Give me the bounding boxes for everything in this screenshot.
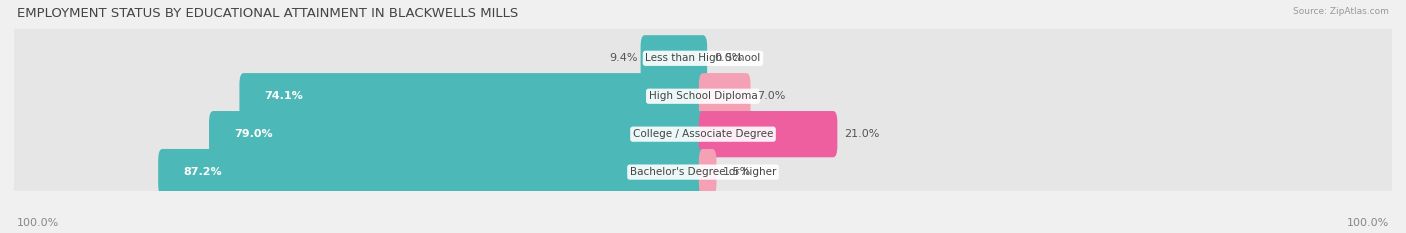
FancyBboxPatch shape [641, 35, 707, 82]
Text: College / Associate Degree: College / Associate Degree [633, 129, 773, 139]
Text: 79.0%: 79.0% [233, 129, 273, 139]
Text: 100.0%: 100.0% [1347, 218, 1389, 228]
Text: 7.0%: 7.0% [758, 91, 786, 101]
Text: 0.0%: 0.0% [714, 53, 742, 63]
Text: 100.0%: 100.0% [17, 218, 59, 228]
Text: High School Diploma: High School Diploma [648, 91, 758, 101]
Legend: In Labor Force, Unemployed: In Labor Force, Unemployed [599, 228, 807, 233]
Text: 1.5%: 1.5% [723, 167, 752, 177]
Text: Less than High School: Less than High School [645, 53, 761, 63]
FancyBboxPatch shape [239, 73, 707, 119]
FancyBboxPatch shape [10, 143, 1396, 202]
Text: Source: ZipAtlas.com: Source: ZipAtlas.com [1294, 7, 1389, 16]
Text: 87.2%: 87.2% [183, 167, 222, 177]
FancyBboxPatch shape [10, 105, 1396, 164]
FancyBboxPatch shape [10, 67, 1396, 126]
FancyBboxPatch shape [699, 149, 717, 195]
Text: 21.0%: 21.0% [844, 129, 880, 139]
Text: Bachelor's Degree or higher: Bachelor's Degree or higher [630, 167, 776, 177]
Text: 74.1%: 74.1% [264, 91, 302, 101]
Text: 9.4%: 9.4% [609, 53, 638, 63]
FancyBboxPatch shape [209, 111, 707, 157]
FancyBboxPatch shape [159, 149, 707, 195]
Text: EMPLOYMENT STATUS BY EDUCATIONAL ATTAINMENT IN BLACKWELLS MILLS: EMPLOYMENT STATUS BY EDUCATIONAL ATTAINM… [17, 7, 519, 20]
FancyBboxPatch shape [699, 73, 751, 119]
FancyBboxPatch shape [10, 29, 1396, 88]
FancyBboxPatch shape [699, 111, 838, 157]
